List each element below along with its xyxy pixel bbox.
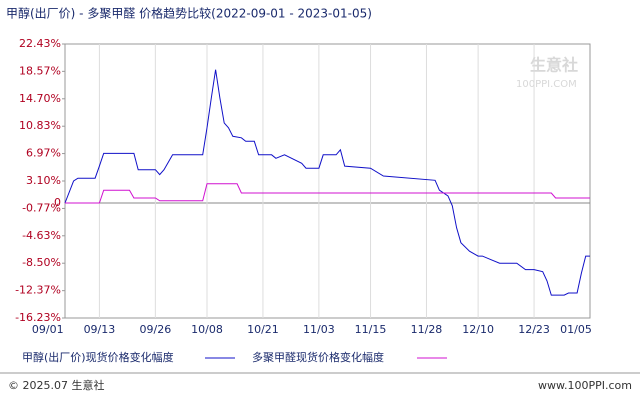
y-tick-label: -4.63% xyxy=(22,229,61,242)
x-tick-label: 12/10 xyxy=(462,323,494,336)
y-tick-label: -8.50% xyxy=(22,256,61,269)
footer-right: www.100PPI.com xyxy=(538,379,632,392)
y-tick-label: 14.70% xyxy=(19,92,61,105)
x-tick-label: 11/28 xyxy=(411,323,443,336)
series-line xyxy=(65,183,590,204)
x-tick-label: 09/26 xyxy=(140,323,172,336)
x-tick-label: 09/13 xyxy=(84,323,116,336)
x-tick-label: 10/08 xyxy=(191,323,223,336)
y-tick-label: 0 xyxy=(54,196,61,209)
y-tick-label: 18.57% xyxy=(19,64,61,77)
x-tick-label: 11/15 xyxy=(355,323,387,336)
footer-left: © 2025.07 生意社 xyxy=(8,378,104,392)
plot-frame xyxy=(64,43,591,319)
legend-label: 多聚甲醛现货价格变化幅度 xyxy=(252,350,384,364)
legend-label: 甲醇(出厂价)现货价格变化幅度 xyxy=(22,350,174,364)
y-tick-label: 3.10% xyxy=(26,174,61,187)
series-line xyxy=(64,69,590,296)
y-tick-label: 6.97% xyxy=(26,147,61,160)
x-tick-label: 10/21 xyxy=(247,323,279,336)
y-tick-label: 10.83% xyxy=(19,119,61,132)
x-tick-label: 01/05 xyxy=(560,323,592,336)
x-tick-label: 09/01 xyxy=(32,323,64,336)
y-tick-label: -16.23% xyxy=(15,311,61,324)
x-tick-label: 11/03 xyxy=(303,323,335,336)
chart-title: 甲醇(出厂价) - 多聚甲醛 价格趋势比较(2022-09-01 - 2023-… xyxy=(6,6,372,21)
y-tick-label: -0.77% xyxy=(22,201,61,214)
y-tick-label: 22.43% xyxy=(19,37,61,50)
x-tick-label: 12/23 xyxy=(518,323,550,336)
y-tick-label: -12.37% xyxy=(15,284,61,297)
watermark: 生意社 xyxy=(530,56,578,75)
watermark: 100PPI.COM xyxy=(516,79,577,90)
